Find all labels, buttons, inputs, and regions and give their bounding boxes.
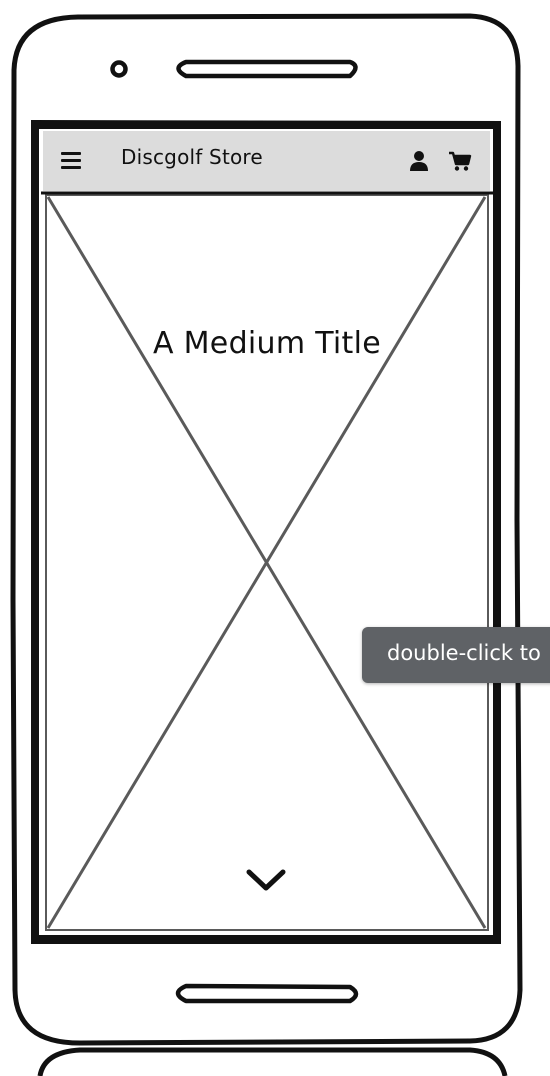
next-phone-outline <box>37 1047 508 1076</box>
store-title[interactable]: Discgolf Store <box>121 145 263 169</box>
app-header: Discgolf Store <box>43 131 490 191</box>
image-placeholder <box>45 194 489 931</box>
shopping-cart-icon[interactable] <box>448 150 472 172</box>
tooltip-text: double-click to <box>387 641 541 665</box>
screen-frame <box>31 119 501 944</box>
tooltip: double-click to <box>362 627 550 683</box>
screen-background <box>43 131 490 932</box>
bottom-speaker <box>175 983 359 1004</box>
hamburger-menu-icon[interactable] <box>61 151 83 171</box>
camera-icon <box>110 60 128 78</box>
chevron-down-icon[interactable] <box>244 866 288 896</box>
user-icon[interactable] <box>409 150 429 172</box>
hero-title: A Medium Title <box>152 326 382 361</box>
top-speaker <box>176 59 358 79</box>
